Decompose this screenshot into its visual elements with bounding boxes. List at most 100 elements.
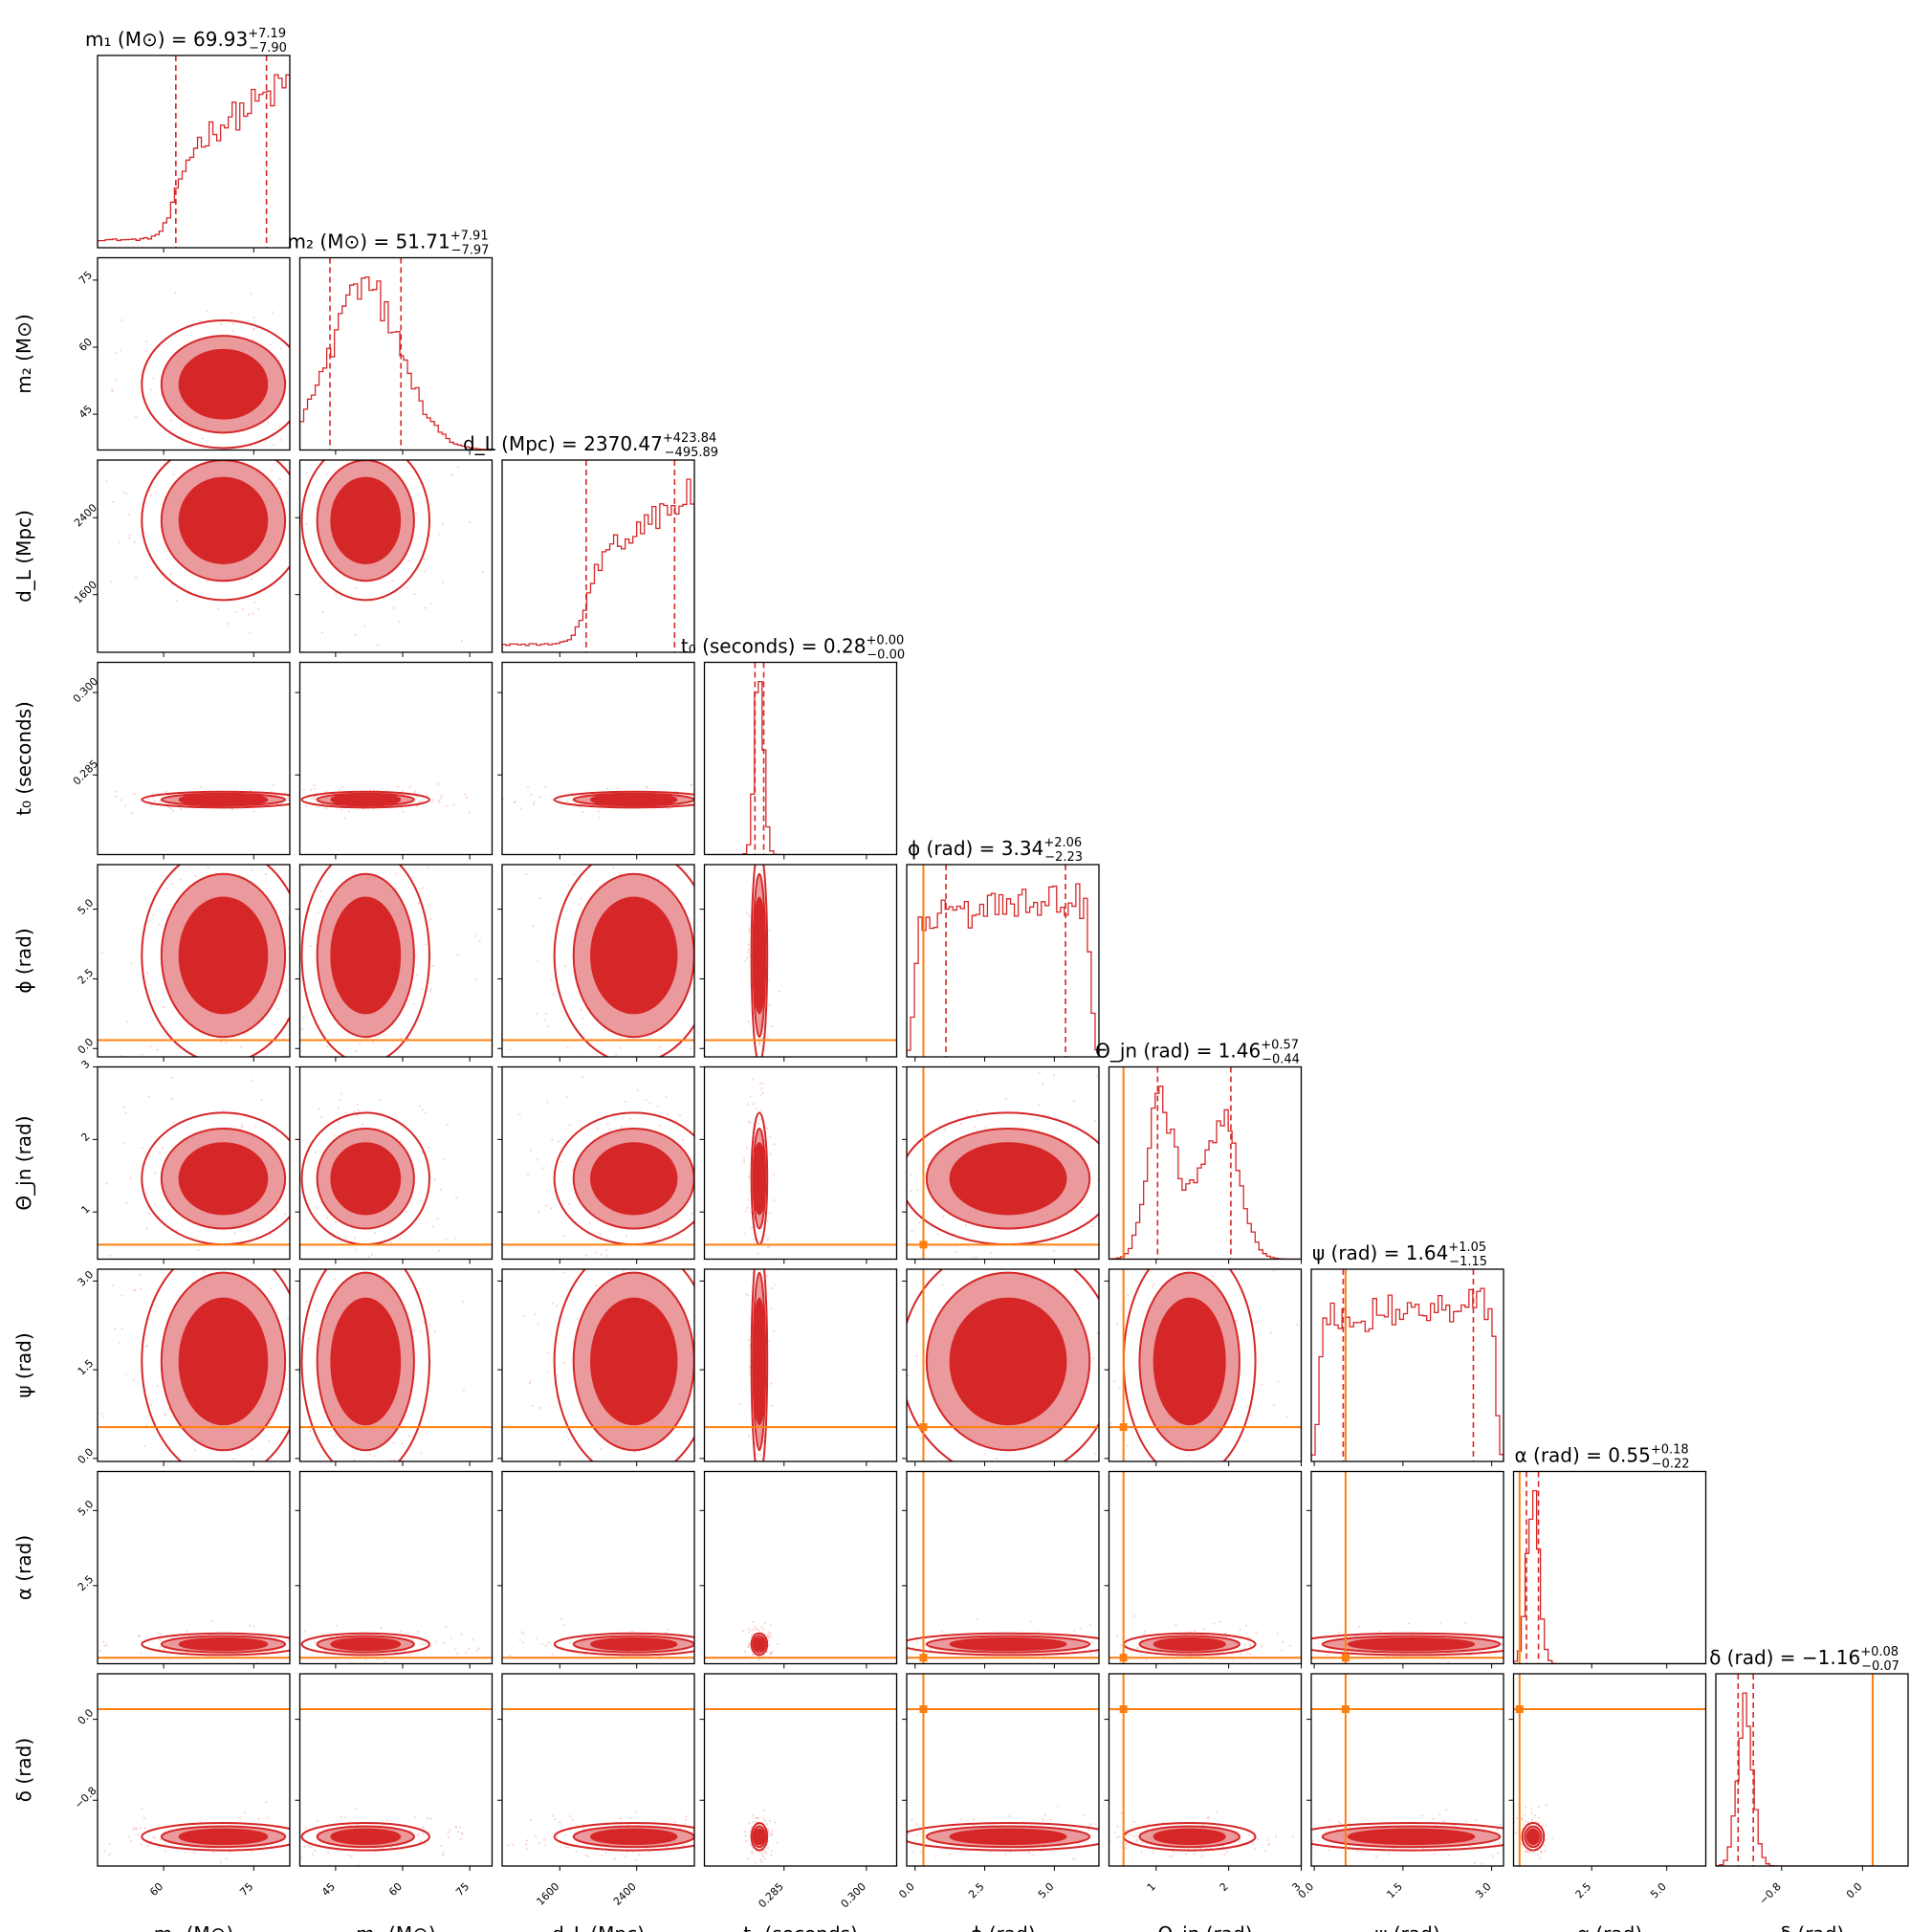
sample-dot [530,1818,533,1822]
sample-dot [761,1850,764,1853]
sample-dot [381,1847,384,1850]
sample-dot [974,1126,977,1129]
sample-dot [243,1811,247,1814]
sample-dot [769,1138,771,1140]
sample-dot [1543,1850,1547,1853]
contour-level-1 [300,460,430,602]
sample-dot [627,862,629,864]
title-minus: −0.07 [1861,1659,1899,1674]
sample-dot [1543,1844,1547,1847]
title-dL: d_L (Mpc) = 2370.47+423.84 −495.89 [463,431,718,460]
sample-dot [424,606,427,609]
sample-dot [324,1098,326,1100]
sample-dot [1280,1814,1282,1816]
panel-frame [1108,1673,1303,1867]
sample-dot [139,1274,142,1277]
sample-dot [755,1820,757,1824]
sample-dot [454,1826,458,1829]
sample-dot [392,606,395,609]
contour-level-1 [553,1632,694,1657]
sample-dot [1234,1254,1236,1256]
sample-dot [1256,1837,1260,1841]
sample-dot [564,1846,567,1849]
sample-dot [692,1829,694,1832]
sample-dot [723,807,725,809]
sample-dot [304,1362,306,1364]
sample-dot [348,1456,350,1458]
sample-dot [60,1037,62,1039]
hist-theta_jn [1109,1085,1302,1260]
panel-phi-vs-delta [902,1673,1100,1871]
sample-dot [395,455,397,457]
sample-dot [62,792,64,794]
sample-dot [1132,1820,1135,1823]
sample-dot [1022,1240,1024,1241]
sample-dot [1152,1285,1154,1288]
sample-dot [747,1120,751,1123]
sample-dot [766,1274,769,1278]
sample-dot [123,1142,126,1145]
contour-level-3 [590,1637,678,1652]
sample-dot [252,328,255,331]
sample-dot [723,1383,725,1385]
title-m1: m₁ (M⊙) = 69.93+7.19 −7.90 [85,27,287,55]
sample-dot [756,1452,758,1455]
sample-dot [964,1223,968,1227]
title-plus: +7.19 [248,27,286,41]
sample-dot [278,1632,280,1634]
sample-dot [424,1111,427,1115]
sample-dot [907,1374,911,1377]
sample-dot [169,443,171,445]
contour-level-3 [1347,1637,1476,1652]
sample-dot [158,923,161,926]
sample-dot [301,417,303,419]
sample-dot [726,1828,728,1830]
sample-dot [1475,1819,1478,1822]
sample-dot [1118,1835,1121,1838]
sample-dot [291,307,293,309]
sample-dot [780,1559,782,1561]
sample-dot [1140,1654,1143,1657]
sample-dot [769,1653,772,1656]
sample-dot [132,1378,136,1381]
sample-dot [297,791,299,793]
sample-dot [648,1249,649,1251]
sample-dot [1241,1547,1243,1548]
sample-dot [93,1406,95,1408]
sample-dot [760,1109,763,1111]
sample-dot [699,1656,701,1658]
sample-dot [1266,1839,1269,1842]
sample-dot [1056,1805,1060,1808]
sample-dot [296,1815,298,1817]
sample-dot [306,1844,309,1847]
sample-dot [285,989,288,992]
sample-dot [100,1412,103,1415]
y-tick-label-psi: 0.0 [76,1446,97,1467]
sample-dot [182,1521,184,1523]
sample-dot [738,1229,740,1231]
sample-dot [393,1459,396,1461]
sample-dot [400,1650,403,1653]
sample-dot [995,1480,997,1482]
sample-dot [247,1250,249,1252]
sample-dot [536,1495,538,1497]
sample-dot [1378,1630,1381,1633]
sample-dot [752,1653,755,1656]
sample-dot [1100,1121,1102,1123]
sample-dot [320,631,323,634]
sample-dot [201,437,204,440]
sample-dot [645,1247,647,1249]
sample-dot [223,822,225,823]
y-tick-label-phi: 2.5 [76,966,97,987]
sample-dot [578,903,581,906]
sample-dot [1252,1835,1255,1838]
sample-dot [781,1191,783,1193]
sample-dot [398,620,401,623]
sample-dot [765,1127,768,1130]
sample-dot [312,524,314,526]
sample-dot [719,1142,721,1144]
sample-dot [85,1846,87,1848]
y-axis-label-theta_jn: Θ_jn (rad) [12,1115,35,1210]
sample-dot [1408,1622,1411,1625]
sample-dot [496,1174,498,1175]
